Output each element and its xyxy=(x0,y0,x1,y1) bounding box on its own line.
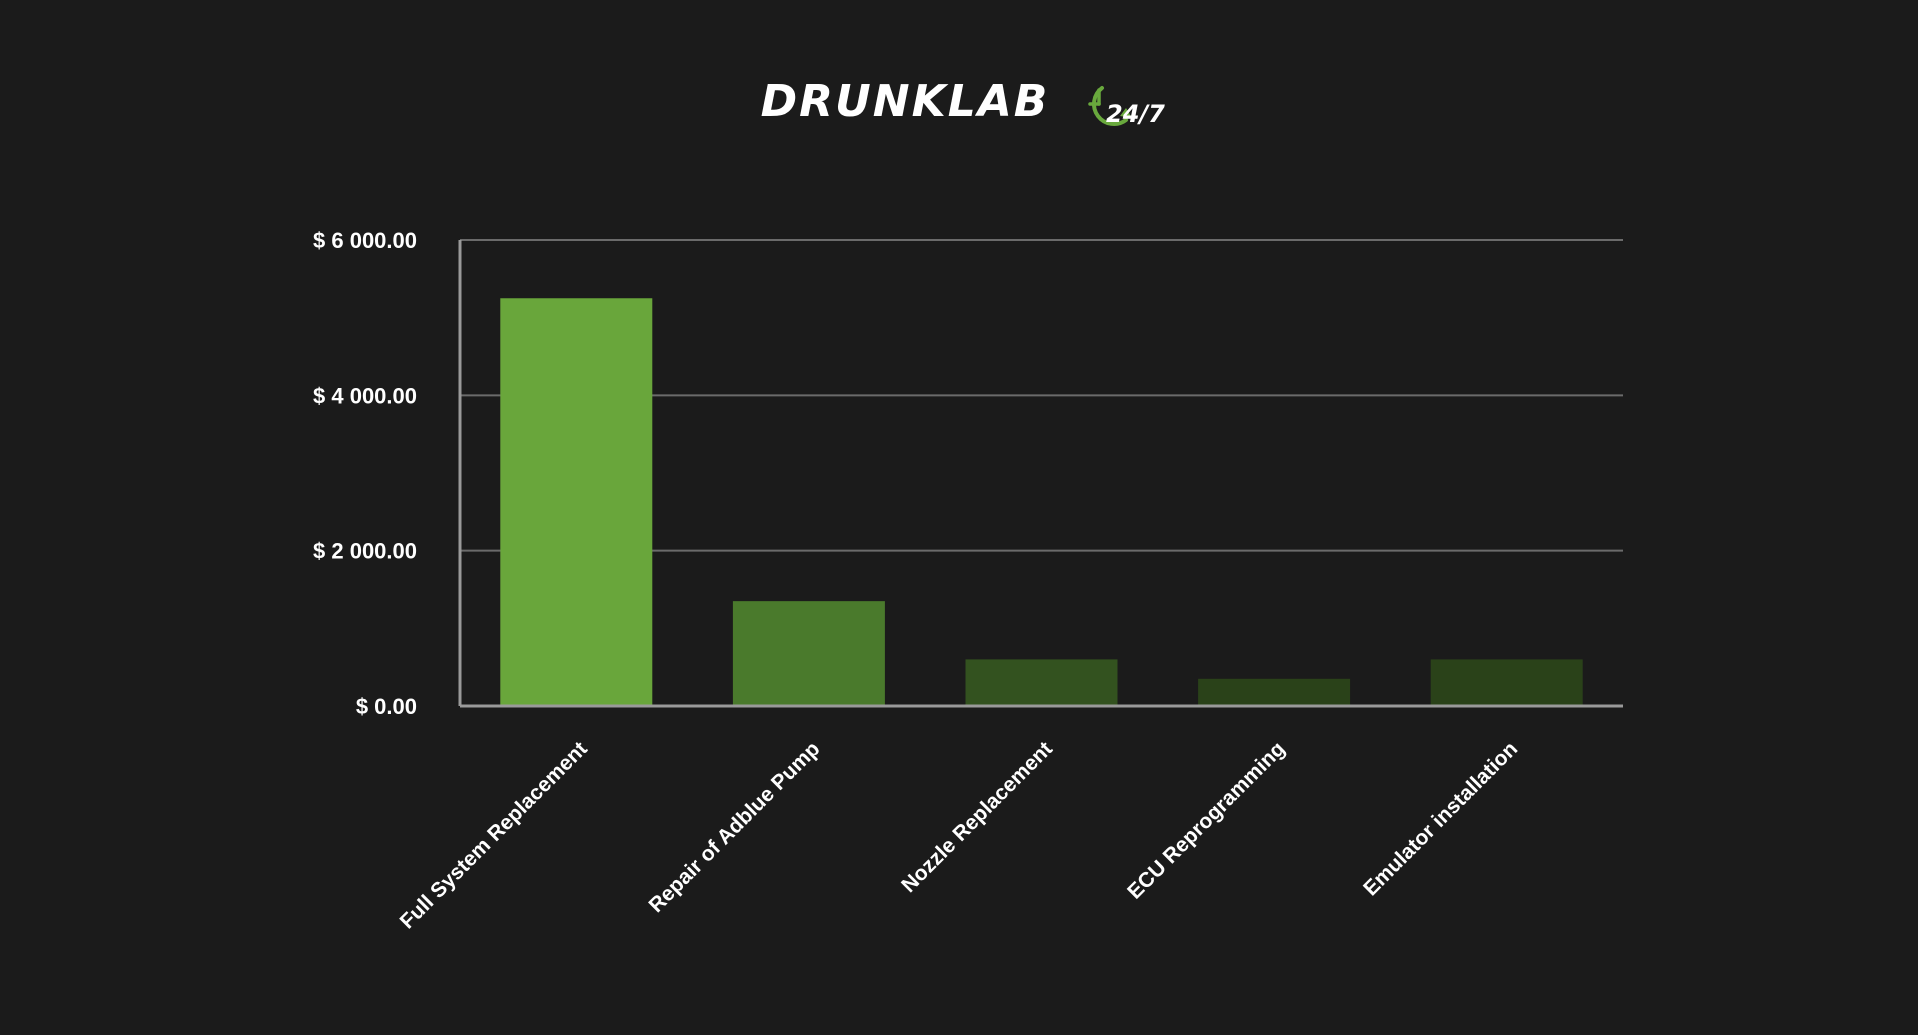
x-tick-labels: Full System Replacement Repair of Adblue … xyxy=(396,737,1523,933)
grid-lines xyxy=(460,239,1623,552)
x-tick-label: Repair of Adblue Pump xyxy=(645,737,825,917)
y-tick-label: $ 4 000.00 xyxy=(313,383,417,408)
brand-logo: DRUNKLAB 24/7 xyxy=(0,60,1918,140)
bar xyxy=(732,601,885,706)
y-tick-label: $ 0.00 xyxy=(356,694,417,719)
x-tick-label: Full System Replacement xyxy=(396,737,592,933)
bars xyxy=(500,298,1583,706)
y-tick-label: $ 2 000.00 xyxy=(313,539,417,564)
bar xyxy=(500,298,653,706)
bar xyxy=(965,659,1118,706)
brand-badge: 24/7 xyxy=(1106,100,1165,128)
x-tick-label: ECU Reprogramming xyxy=(1123,737,1289,903)
y-tick-labels: $ 0.00 $ 2 000.00 $ 4 000.00 $ 6 000.00 xyxy=(313,228,417,719)
x-tick-label: Emulator installation xyxy=(1359,737,1522,900)
x-tick-label: Nozzle Replacement xyxy=(897,737,1057,897)
y-tick-label: $ 6 000.00 xyxy=(313,228,417,253)
clock-arrow-icon xyxy=(1088,86,1132,126)
brand-name: DRUNKLAB xyxy=(761,76,1050,127)
bar xyxy=(1430,659,1583,706)
axes xyxy=(458,240,1623,708)
bar xyxy=(1198,678,1351,706)
